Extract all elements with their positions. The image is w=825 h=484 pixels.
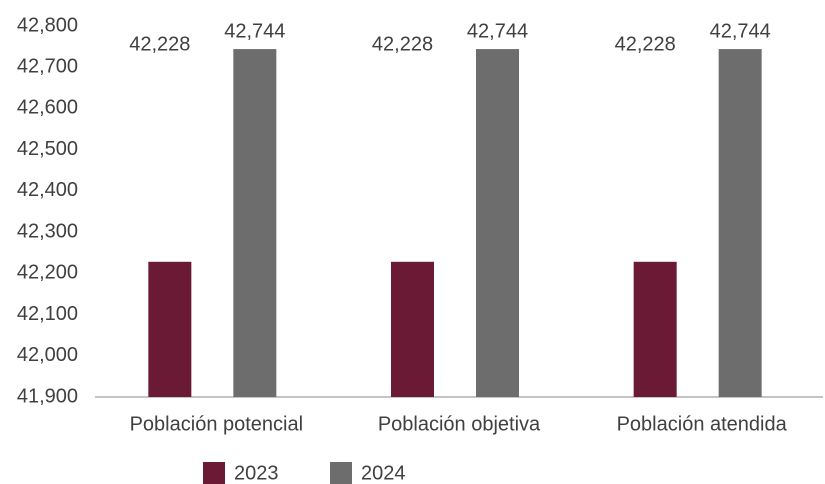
y-tick-label: 42,100 (17, 303, 78, 325)
data-label: 42,744 (710, 20, 771, 42)
y-tick-label: 41,900 (17, 385, 78, 407)
x-tick-label: Población potencial (130, 413, 303, 435)
x-tick-label: Población atendida (617, 413, 788, 435)
x-tick-label: Población objetiva (378, 413, 541, 435)
data-label: 42,228 (615, 33, 676, 55)
y-tick-label: 42,000 (17, 344, 78, 366)
y-tick-label: 42,700 (17, 56, 78, 78)
bar (391, 261, 434, 397)
y-tick-label: 42,400 (17, 179, 78, 201)
legend-swatch (203, 462, 225, 484)
y-tick-label: 42,200 (17, 262, 78, 284)
y-tick-label: 42,300 (17, 220, 78, 242)
legend-swatch (330, 462, 352, 484)
legend-label: 2023 (234, 462, 279, 484)
bar (633, 261, 677, 397)
bar (148, 261, 192, 397)
legend-label: 2024 (361, 462, 406, 484)
bar (476, 49, 519, 398)
y-tick-label: 42,600 (17, 97, 78, 119)
bar (718, 49, 762, 398)
data-label: 42,228 (129, 33, 190, 55)
data-label: 42,744 (467, 20, 528, 42)
y-tick-label: 42,800 (17, 14, 78, 36)
data-label: 42,744 (224, 20, 285, 42)
y-tick-label: 42,500 (17, 138, 78, 160)
data-label: 42,228 (372, 33, 433, 55)
bar (233, 49, 277, 398)
